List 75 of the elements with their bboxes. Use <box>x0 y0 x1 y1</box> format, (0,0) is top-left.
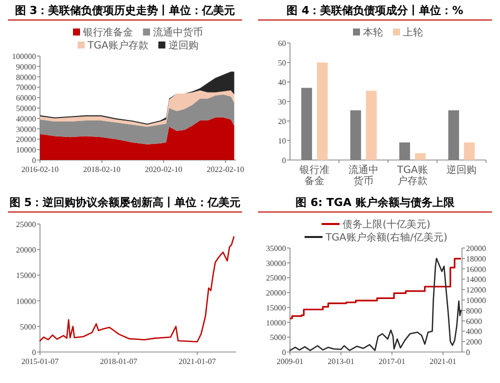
y-tick-label: 20000 <box>266 288 286 298</box>
y-tick-label: 5000 <box>270 333 286 342</box>
legend-label: 债务上限(十亿美元) <box>342 218 430 230</box>
x-tick-label: 2013-01 <box>328 357 354 366</box>
y2-tick-label: 14000 <box>466 275 486 284</box>
legend-label: 上轮 <box>403 26 423 38</box>
y-tick-label: 80000 <box>16 72 36 82</box>
x-tick-label: 2015-01-07 <box>21 357 59 366</box>
y-tick-label: 70000 <box>16 83 36 92</box>
x-tick-label: 2018-01-07 <box>100 357 138 366</box>
y-tick-label: 100000 <box>12 52 36 61</box>
y-tick-label: 15000 <box>16 271 36 280</box>
y-tick-label: 40 <box>278 78 286 87</box>
y-tick-label: 60000 <box>16 94 36 103</box>
chart-title: 图 5：逆回购协议余额屡创新高丨单位：亿美元 <box>9 196 241 209</box>
y-tick-label: 0 <box>32 348 36 357</box>
x-tick-label: 2016-02-10 <box>21 165 59 174</box>
y-tick-label: 0 <box>282 348 286 357</box>
y2-tick-label: 18000 <box>466 254 486 264</box>
x-tick-label: 2021-01-07 <box>178 357 216 366</box>
y-tick-label: 10000 <box>16 296 36 306</box>
y-tick-label: 25000 <box>266 274 286 283</box>
y-tick-label: 30000 <box>266 258 286 268</box>
x-tick-label: TGA账户存款 <box>396 164 428 187</box>
y2-tick-label: 12000 <box>466 286 486 295</box>
chart-title: 图 4：美联储负债项成分丨单位：% <box>286 4 464 17</box>
y2-tick-label: 20000 <box>466 244 486 253</box>
x-tick-label: 逆回购 <box>446 164 476 176</box>
x-tick-label: 2020-02-10 <box>144 165 182 174</box>
x-tick-label: 流通中货币 <box>348 164 378 187</box>
y2-tick-label: 8000 <box>466 306 482 316</box>
legend-label: 银行准备金 <box>82 26 133 38</box>
x-tick-label: 2022-02-10 <box>206 165 244 174</box>
x-tick-label: 2018-02-10 <box>83 165 120 174</box>
y-tick-label: 10000 <box>16 146 36 155</box>
y2-tick-label: 6000 <box>466 316 482 326</box>
y-tick-label: 35000 <box>266 244 286 253</box>
x-tick-label: 2009-01 <box>276 357 304 366</box>
legend-label: 本轮 <box>363 26 383 38</box>
bar <box>414 153 426 160</box>
y2-tick-label: 2000 <box>466 338 482 347</box>
y-tick-label: 5000 <box>20 322 36 332</box>
y-tick-label: 90000 <box>16 62 36 72</box>
chart-title: 图 3：美联储负债项历史走势丨单位：亿美元 <box>14 4 236 17</box>
y2-tick-label: 4000 <box>466 327 482 336</box>
y-tick-label: 20000 <box>16 246 36 255</box>
y2-tick-label: 10000 <box>466 296 486 305</box>
y-tick-label: 10 <box>278 136 286 146</box>
y-tick-label: 0 <box>32 156 36 165</box>
y-tick-label: 50000 <box>16 104 36 113</box>
y2-tick-label: 16000 <box>466 264 486 274</box>
y2-tick-label: 0 <box>466 348 470 357</box>
legend-label: 流通中货币 <box>153 26 203 38</box>
legend-label: TGA账户存款 <box>86 40 148 52</box>
line-series <box>39 236 234 342</box>
y-tick-label: 60 <box>278 39 286 48</box>
y-tick-label: 10000 <box>266 318 286 328</box>
bar <box>464 142 475 160</box>
y-tick-label: 30000 <box>16 124 36 134</box>
legend-label: 逆回购 <box>168 40 198 52</box>
x-tick-label: 2021-01 <box>430 357 456 366</box>
chart-title: 图 6: TGA 账户余额与债务上限 <box>296 196 456 209</box>
y-tick-label: 0 <box>282 156 286 165</box>
y-tick-label: 25000 <box>16 220 36 229</box>
y-tick-label: 30 <box>278 98 286 106</box>
y-tick-label: 15000 <box>266 303 286 312</box>
bar <box>316 62 328 160</box>
x-tick-label: 银行准备金 <box>298 164 330 187</box>
y-tick-label: 20000 <box>16 135 36 144</box>
legend-label: TGA账户余额(右轴/亿美元) <box>324 232 448 244</box>
y-tick-label: 20 <box>278 117 286 126</box>
y-tick-label: 50 <box>278 58 286 68</box>
y-tick-label: 40000 <box>16 114 36 124</box>
x-tick-label: 2017-01 <box>378 357 406 366</box>
bar <box>366 90 377 160</box>
